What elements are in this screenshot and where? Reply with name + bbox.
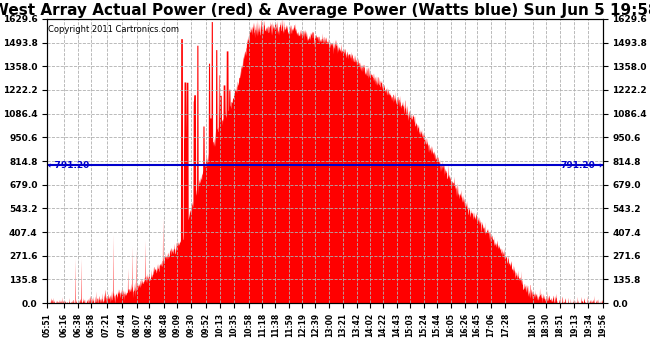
Text: Copyright 2011 Cartronics.com: Copyright 2011 Cartronics.com (49, 24, 179, 34)
Text: 791.20→: 791.20→ (560, 161, 603, 170)
Title: West Array Actual Power (red) & Average Power (Watts blue) Sun Jun 5 19:58: West Array Actual Power (red) & Average … (0, 3, 650, 18)
Text: ←791.20: ←791.20 (47, 161, 90, 170)
